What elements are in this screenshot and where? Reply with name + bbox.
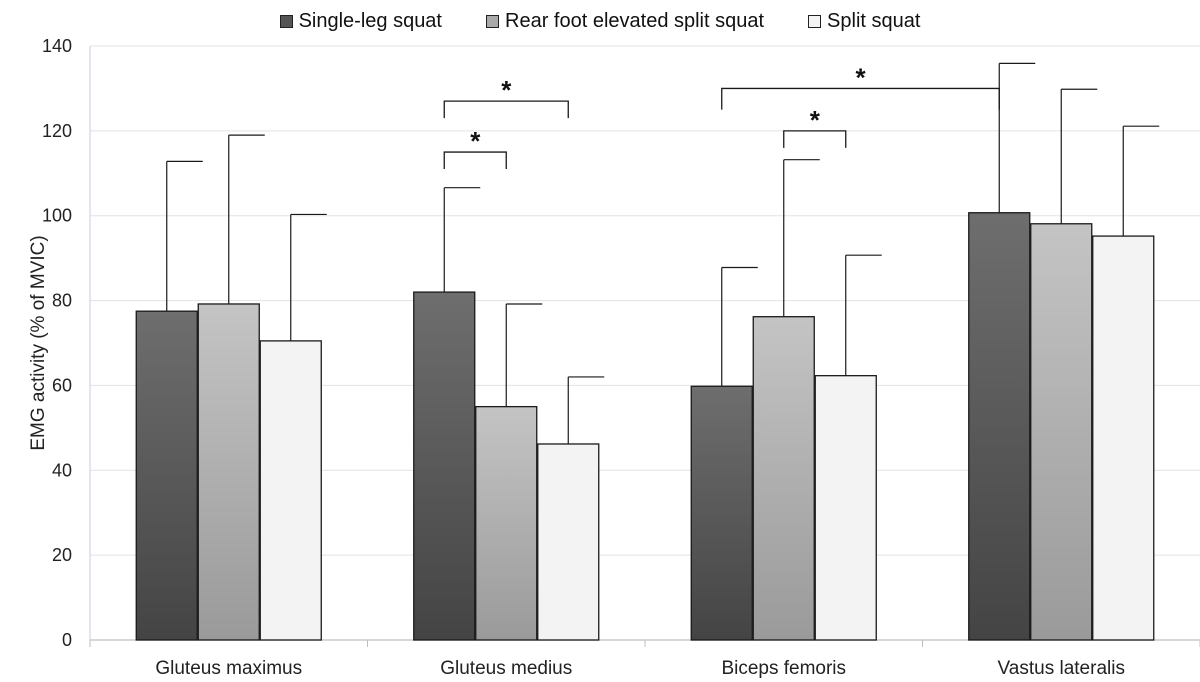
y-axis-label: EMG activity (% of MVIC) xyxy=(28,235,49,450)
bar xyxy=(968,212,1031,641)
significance-bracket xyxy=(443,151,507,170)
significance-star: * xyxy=(470,126,481,156)
legend-swatch-rfess xyxy=(486,14,499,28)
legend-swatch-split-squat xyxy=(808,14,822,28)
significance-star: * xyxy=(810,105,821,135)
bar xyxy=(413,291,476,641)
bar xyxy=(475,405,538,641)
bar xyxy=(259,340,322,641)
bar xyxy=(1092,235,1155,641)
legend-item-single-leg-squat: Single-leg squat xyxy=(279,6,442,36)
y-tick-label: 120 xyxy=(42,121,72,141)
significance-bracket xyxy=(783,130,847,148)
chart-legend: Single-leg squat Rear foot elevated spli… xyxy=(0,6,1200,36)
bar xyxy=(1030,223,1093,641)
significance-star: * xyxy=(855,62,866,92)
legend-item-split-squat: Split squat xyxy=(808,6,920,36)
bar xyxy=(690,385,753,641)
error-bars xyxy=(166,62,1160,444)
y-tick-label: 140 xyxy=(42,36,72,56)
y-tick-label: 80 xyxy=(52,291,72,311)
legend-label: Rear foot elevated split squat xyxy=(505,9,765,32)
bar xyxy=(537,443,600,641)
bar xyxy=(814,375,877,641)
y-tick-label: 0 xyxy=(62,630,72,650)
legend-item-rear-foot-elevated-split-squat: Rear foot elevated split squat xyxy=(486,6,764,36)
axes: 0 20 40 60 80 100 120 140 Gluteus maximus Gluteus… xyxy=(42,36,1200,679)
bar xyxy=(752,316,815,641)
significance-bracket xyxy=(443,100,569,119)
legend-label: Split squat xyxy=(827,9,921,32)
x-tick-label: Gluteus maximus xyxy=(155,658,302,679)
bars xyxy=(135,212,1155,641)
x-tick-label: Biceps femoris xyxy=(721,658,846,679)
significance-star: * xyxy=(501,75,512,105)
significance-annotations: * * * * xyxy=(443,62,1000,170)
bar xyxy=(135,310,198,641)
legend-label: Single-leg squat xyxy=(298,9,442,32)
y-tick-label: 100 xyxy=(42,206,72,226)
x-tick-label: Vastus lateralis xyxy=(998,658,1125,679)
y-tick-label: 60 xyxy=(52,375,72,395)
significance-bracket xyxy=(721,87,1000,110)
x-tick-label: Gluteus medius xyxy=(440,658,572,679)
bar xyxy=(197,303,260,641)
y-tick-label: 20 xyxy=(52,545,72,565)
y-tick-label: 40 xyxy=(52,460,72,480)
legend-swatch-single-leg-squat xyxy=(279,14,293,28)
